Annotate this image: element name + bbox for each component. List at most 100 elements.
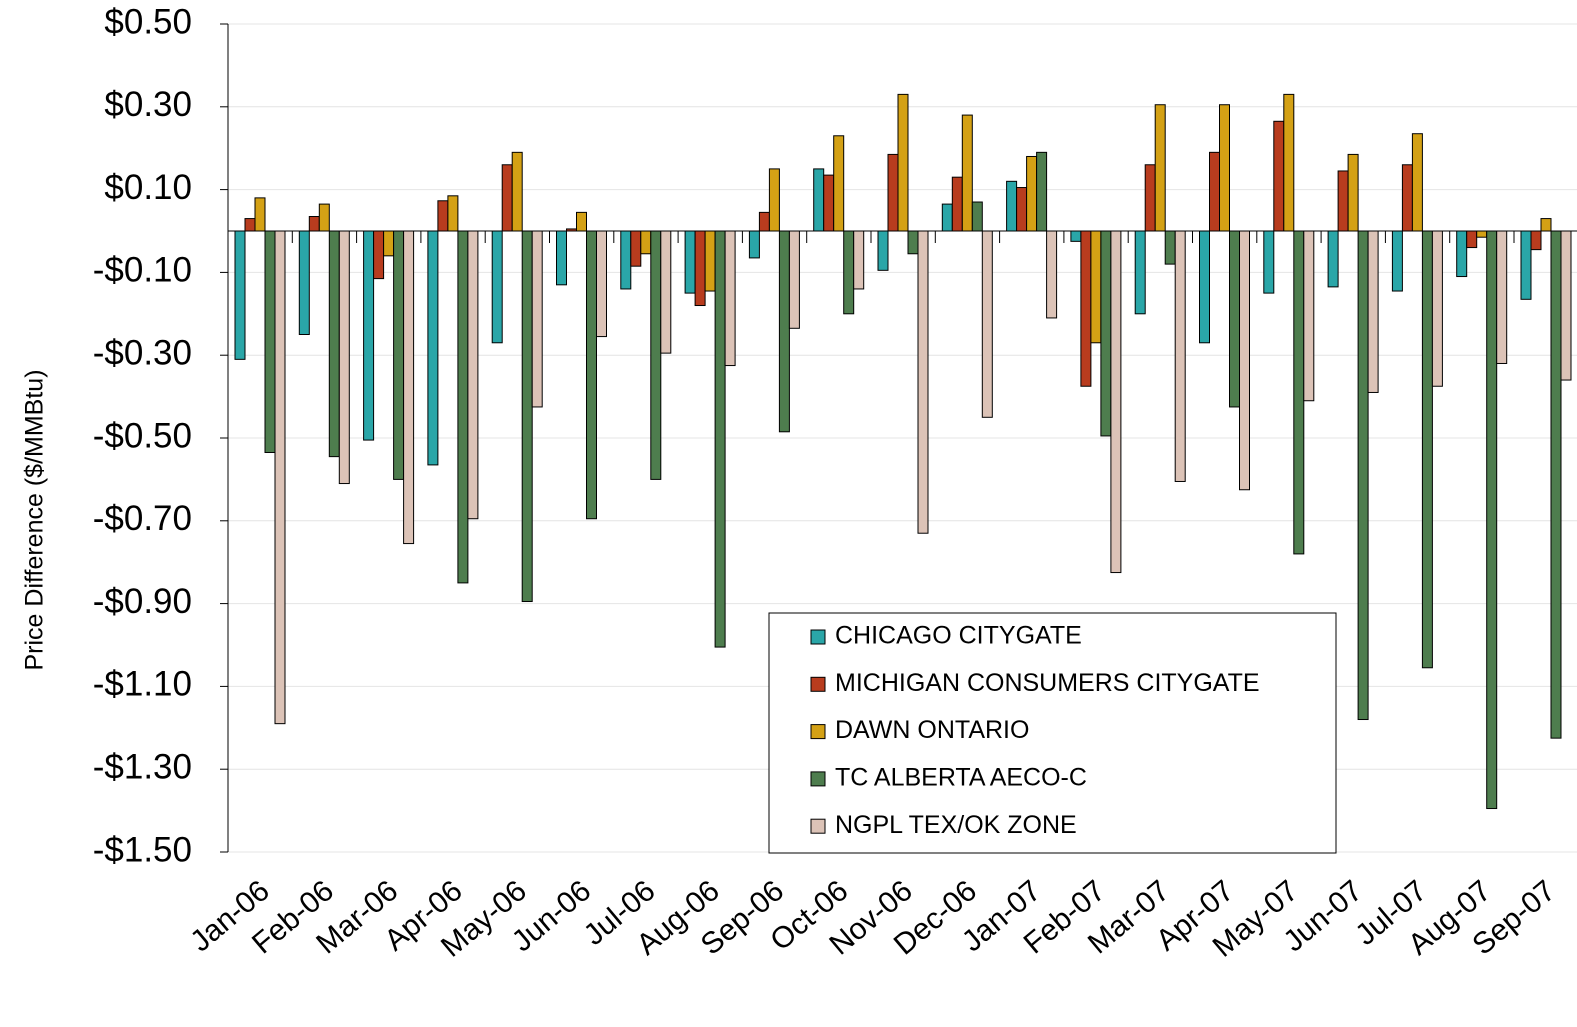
y-tick-label: -$1.30	[93, 747, 192, 786]
bar	[1110, 230, 1122, 574]
bar	[941, 203, 953, 232]
bar	[1036, 151, 1048, 232]
bar	[467, 230, 479, 520]
bar	[704, 230, 716, 292]
bar	[1016, 187, 1028, 232]
bar	[768, 168, 780, 232]
bar	[1367, 230, 1379, 393]
bar	[383, 230, 395, 257]
y-tick-label: $0.10	[104, 168, 192, 207]
y-tick-label: -$0.50	[93, 416, 192, 455]
bar	[1411, 133, 1423, 232]
y-tick-label: $0.50	[104, 2, 192, 41]
bar	[318, 203, 330, 232]
bar	[1100, 230, 1112, 437]
bar	[1219, 104, 1230, 232]
bar	[620, 230, 632, 290]
y-tick-label: -$0.10	[93, 251, 192, 290]
y-tick-label: -$1.50	[93, 830, 192, 869]
bar	[1154, 104, 1166, 232]
bar	[1164, 230, 1176, 265]
bar	[630, 230, 642, 267]
bar	[1496, 230, 1508, 364]
legend-label: CHICAGO CITYGATE	[835, 622, 1082, 650]
bar	[447, 195, 459, 232]
bar	[1347, 153, 1359, 232]
bar	[1026, 155, 1038, 232]
bar	[1199, 230, 1210, 344]
bar	[576, 211, 587, 232]
bar	[714, 230, 726, 648]
bar	[363, 230, 375, 441]
bar	[1229, 230, 1240, 408]
bar	[403, 230, 415, 545]
bar	[1134, 230, 1146, 315]
bar	[338, 230, 350, 485]
bar	[1486, 230, 1498, 810]
y-tick-label: -$0.30	[93, 333, 192, 372]
bar	[328, 230, 340, 458]
bar	[951, 176, 963, 232]
bar	[1337, 170, 1349, 232]
bar	[298, 230, 310, 335]
bar	[694, 230, 706, 307]
bar	[748, 230, 760, 259]
bar	[961, 114, 973, 232]
bar	[778, 230, 790, 433]
bar	[660, 230, 672, 354]
legend-box	[768, 612, 1337, 854]
bar	[981, 230, 993, 418]
bar	[823, 174, 835, 232]
legend-label: DAWN ONTARIO	[835, 716, 1029, 744]
bar	[1540, 218, 1552, 232]
bar	[264, 230, 276, 453]
bar	[1293, 230, 1305, 555]
bar	[491, 230, 503, 344]
bar	[501, 164, 513, 232]
bar	[1070, 230, 1082, 242]
bar	[457, 230, 469, 584]
legend-swatch	[810, 771, 826, 787]
bar	[373, 230, 385, 280]
bar	[640, 230, 652, 255]
bar	[907, 230, 919, 255]
bar	[437, 200, 449, 232]
bar	[556, 230, 567, 286]
bar	[1391, 230, 1403, 292]
bar	[877, 230, 889, 271]
bar	[274, 230, 286, 725]
bar	[1273, 120, 1285, 232]
bar	[1090, 230, 1102, 344]
bar	[1209, 151, 1220, 232]
bar	[393, 230, 405, 480]
bar	[887, 153, 899, 232]
bar	[1560, 230, 1572, 381]
legend-label: NGPL TEX/OK ZONE	[835, 811, 1077, 839]
bar	[1550, 230, 1562, 739]
y-axis-title: Price Difference ($/MMBtu)	[21, 369, 49, 670]
bar	[917, 230, 929, 534]
bar	[1421, 230, 1433, 669]
bar	[650, 230, 662, 480]
bar	[1263, 230, 1275, 294]
bar	[511, 151, 523, 232]
bar	[1046, 230, 1058, 319]
bar	[843, 230, 855, 315]
bar	[1520, 230, 1532, 300]
bar	[1327, 230, 1339, 288]
bar	[1401, 164, 1413, 232]
legend: CHICAGO CITYGATE MICHIGAN CONSUMERS CITYG…	[768, 612, 1337, 854]
bar	[897, 93, 909, 232]
bar	[596, 230, 607, 338]
bar	[1466, 230, 1478, 249]
bar	[813, 168, 825, 232]
y-tick-label: -$0.70	[93, 499, 192, 538]
legend-swatch	[810, 818, 826, 834]
bar	[427, 230, 439, 466]
bar	[853, 230, 865, 290]
bar	[586, 230, 597, 520]
bar	[724, 230, 736, 367]
legend-swatch	[810, 724, 826, 740]
bar	[1174, 230, 1186, 482]
bar	[521, 230, 533, 603]
